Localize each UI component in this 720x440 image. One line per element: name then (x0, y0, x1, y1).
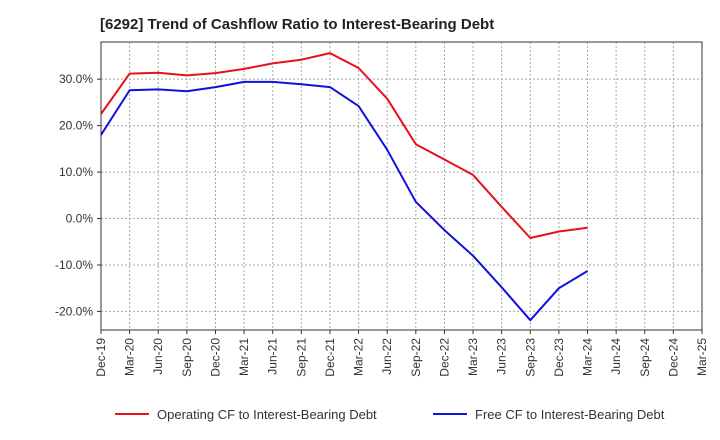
plot-frame (100, 41, 703, 331)
x-tick-label: Dec-23 (552, 338, 566, 377)
chart-title: [6292] Trend of Cashflow Ratio to Intere… (100, 16, 495, 33)
x-tick-label: Dec-21 (323, 338, 337, 377)
x-tick-label: Mar-20 (123, 338, 137, 376)
x-tick-label: Dec-19 (94, 338, 108, 377)
x-tick-label: Dec-20 (208, 338, 222, 377)
y-tick-label: 30.0% (59, 72, 93, 86)
x-tick-label: Mar-21 (237, 338, 251, 376)
x-tick-label: Sep-23 (523, 338, 537, 377)
x-tick-label: Mar-23 (466, 338, 480, 376)
x-tick-label: Jun-21 (266, 338, 280, 375)
x-tick-label: Sep-22 (409, 338, 423, 377)
x-tick-label: Mar-22 (352, 338, 366, 376)
series-line-operating-cf (100, 52, 588, 239)
x-tick-label: Jun-23 (495, 338, 509, 375)
x-tick-label: Jun-24 (609, 338, 623, 375)
legend-label: Free CF to Interest-Bearing Debt (475, 407, 665, 422)
x-tick-label: Sep-24 (638, 338, 652, 377)
x-tick-label: Jun-22 (380, 338, 394, 375)
x-tick-label: Sep-21 (294, 338, 308, 377)
x-tick-label: Mar-24 (581, 338, 595, 376)
y-tick-label: 0.0% (66, 212, 94, 226)
x-tick-label: Mar-25 (695, 338, 709, 376)
series-line-free-cf (100, 80, 589, 322)
y-tick-label: -20.0% (55, 304, 93, 318)
y-tick-label: 20.0% (59, 119, 93, 133)
x-tick-label: Jun-20 (151, 338, 165, 375)
y-tick-label: 10.0% (59, 165, 93, 179)
x-tick-label: Sep-20 (180, 338, 194, 377)
legend-label: Operating CF to Interest-Bearing Debt (157, 407, 377, 422)
y-tick-label: -10.0% (55, 258, 93, 272)
x-tick-label: Dec-22 (437, 338, 451, 377)
x-tick-label: Dec-24 (666, 338, 680, 377)
